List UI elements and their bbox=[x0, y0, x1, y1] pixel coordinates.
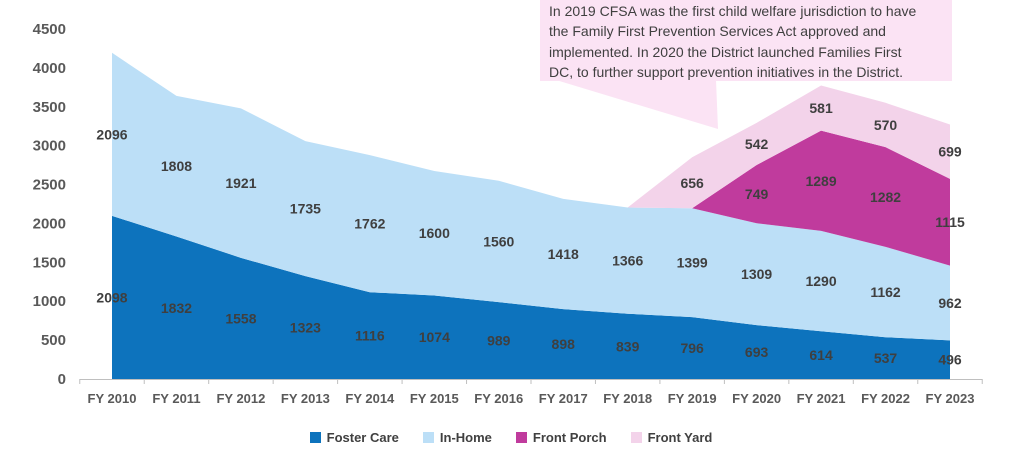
data-label-foster-care: 1558 bbox=[225, 310, 256, 326]
data-label-front-porch: 749 bbox=[745, 186, 769, 202]
area-foster-care bbox=[112, 215, 950, 379]
y-axis-label: 2000 bbox=[33, 215, 66, 232]
data-label-foster-care: 898 bbox=[552, 336, 576, 352]
data-label-in-home: 1366 bbox=[612, 253, 643, 269]
x-axis-label: FY 2017 bbox=[539, 391, 588, 406]
x-axis-label: FY 2019 bbox=[668, 391, 717, 406]
data-label-foster-care: 2098 bbox=[96, 289, 127, 305]
x-axis-label: FY 2015 bbox=[410, 391, 459, 406]
y-axis-label: 4500 bbox=[33, 21, 66, 38]
x-axis-label: FY 2010 bbox=[88, 391, 137, 406]
x-axis-label: FY 2023 bbox=[926, 391, 975, 406]
annotation-tail-icon bbox=[556, 80, 718, 129]
legend-label: Front Porch bbox=[532, 429, 607, 445]
data-label-in-home: 1735 bbox=[290, 201, 321, 217]
data-label-front-yard: 699 bbox=[938, 144, 962, 160]
annotation-text-line: the Family First Prevention Services Act… bbox=[549, 23, 886, 40]
x-axis-label: FY 2013 bbox=[281, 391, 330, 406]
legend-label: In-Home bbox=[439, 429, 492, 445]
data-label-front-porch: 1115 bbox=[935, 214, 965, 230]
x-axis-label: FY 2011 bbox=[152, 391, 200, 406]
x-axis-label: FY 2014 bbox=[345, 391, 395, 406]
data-label-front-yard: 656 bbox=[680, 175, 704, 191]
data-label-foster-care: 839 bbox=[616, 338, 640, 354]
data-label-foster-care: 1074 bbox=[419, 329, 450, 345]
data-label-in-home: 1600 bbox=[419, 225, 450, 241]
data-label-foster-care: 796 bbox=[680, 340, 704, 356]
data-label-front-yard: 570 bbox=[874, 117, 898, 133]
data-label-in-home: 1921 bbox=[225, 175, 256, 191]
data-label-foster-care: 537 bbox=[874, 350, 898, 366]
legend-item-foster-care: Foster Care bbox=[309, 429, 399, 445]
y-axis-label: 1000 bbox=[33, 293, 66, 310]
data-label-in-home: 1560 bbox=[483, 233, 514, 249]
annotation-text-line: DC, to further support prevention initia… bbox=[549, 64, 904, 81]
annotation-text-line: In 2019 CFSA was the first child welfare… bbox=[549, 3, 917, 19]
y-axis-label: 3000 bbox=[33, 138, 66, 155]
area-in-home bbox=[112, 52, 950, 341]
legend-item-front-porch: Front Porch bbox=[515, 429, 607, 445]
x-axis-label: FY 2012 bbox=[216, 391, 265, 406]
legend-swatch-icon bbox=[630, 431, 642, 443]
y-axis-label: 1500 bbox=[33, 254, 66, 271]
legend-swatch-icon bbox=[515, 431, 527, 443]
annotation-text-line: implemented. In 2020 the District launch… bbox=[549, 43, 902, 60]
data-label-in-home: 2096 bbox=[96, 126, 127, 142]
data-label-front-porch: 1289 bbox=[805, 173, 836, 189]
y-axis-label: 0 bbox=[58, 371, 66, 388]
data-label-foster-care: 1116 bbox=[355, 328, 385, 344]
data-label-in-home: 1762 bbox=[354, 216, 385, 232]
data-label-in-home: 1418 bbox=[548, 246, 579, 262]
x-axis-label: FY 2016 bbox=[474, 391, 523, 406]
legend-label: Front Yard bbox=[647, 429, 713, 445]
data-label-front-porch: 1282 bbox=[870, 189, 901, 205]
data-label-in-home: 962 bbox=[938, 295, 962, 311]
legend-item-in-home: In-Home bbox=[422, 429, 492, 445]
legend-label: Foster Care bbox=[326, 429, 399, 445]
annotation-callout: In 2019 CFSA was the first child welfare… bbox=[540, 0, 952, 81]
y-axis-label: 4000 bbox=[33, 60, 66, 77]
y-axis-label: 500 bbox=[41, 332, 66, 349]
x-axis-label: FY 2020 bbox=[732, 391, 781, 406]
data-label-in-home: 1162 bbox=[870, 284, 901, 300]
y-axis-label: 3500 bbox=[33, 99, 66, 116]
data-label-front-yard: 581 bbox=[809, 100, 833, 116]
legend-swatch-icon bbox=[422, 431, 434, 443]
x-axis-label: FY 2018 bbox=[603, 391, 652, 406]
x-axis-label: FY 2022 bbox=[861, 391, 910, 406]
data-label-foster-care: 614 bbox=[809, 347, 833, 363]
data-label-in-home: 1808 bbox=[161, 158, 192, 174]
data-label-in-home: 1309 bbox=[741, 266, 772, 282]
y-axis-label: 2500 bbox=[33, 177, 66, 194]
legend-swatch-icon bbox=[309, 431, 321, 443]
data-label-foster-care: 1323 bbox=[290, 320, 321, 336]
data-label-in-home: 1290 bbox=[805, 273, 836, 289]
chart-legend: Foster Care In-Home Front Porch Front Yard bbox=[0, 427, 1022, 447]
data-label-foster-care: 1832 bbox=[161, 300, 192, 316]
x-axis-label: FY 2021 bbox=[797, 391, 846, 406]
data-label-in-home: 1399 bbox=[677, 255, 708, 271]
area-front-yard bbox=[112, 52, 950, 209]
legend-item-front-yard: Front Yard bbox=[630, 429, 713, 445]
data-label-front-yard: 542 bbox=[745, 136, 769, 152]
area-front-porch bbox=[112, 52, 950, 266]
data-label-foster-care: 496 bbox=[938, 352, 962, 368]
data-label-foster-care: 989 bbox=[487, 333, 511, 349]
data-label-foster-care: 693 bbox=[745, 344, 769, 360]
